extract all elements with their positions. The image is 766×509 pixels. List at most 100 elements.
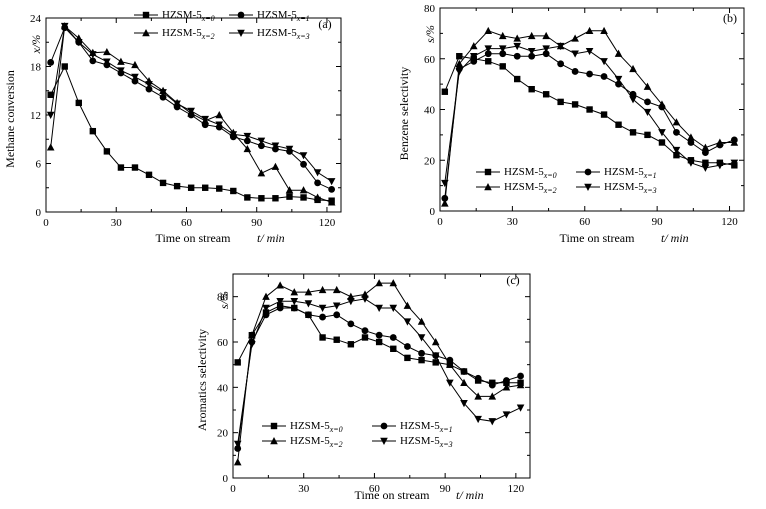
data-point [542, 45, 550, 53]
data-point [474, 392, 482, 400]
data-point [276, 281, 284, 289]
legend-series-subscript: x=0 [543, 171, 557, 180]
data-point [145, 171, 153, 179]
y-tick-label: 20 [217, 428, 229, 440]
series-x=3 [233, 295, 525, 448]
data-point [89, 57, 97, 65]
legend-series-subscript: x=1 [296, 14, 310, 23]
data-point [542, 91, 550, 98]
data-point [271, 142, 280, 150]
data-point [469, 53, 478, 61]
chart-panel-2: 0 30 60 90 120 0 20 40 60 80 Benzene selectivity s/… [397, 3, 745, 245]
x-tick-label: 60 [181, 217, 193, 229]
data-point [672, 146, 681, 155]
data-point [89, 51, 97, 59]
x-tick-label: 120 [508, 483, 525, 495]
y-tick-label: 80 [217, 292, 229, 304]
data-point [502, 411, 511, 419]
data-point [644, 98, 651, 106]
data-point [47, 59, 55, 66]
data-point [542, 50, 550, 58]
data-point [173, 182, 181, 190]
data-point [117, 67, 125, 75]
data-point [687, 133, 695, 141]
y-tick-label: 40 [424, 105, 436, 117]
data-point [585, 26, 594, 35]
data-point [103, 148, 111, 155]
data-point [257, 169, 266, 177]
x-tick-label: 30 [507, 216, 519, 228]
series-x=0 [441, 53, 738, 169]
legend-marker [142, 29, 150, 37]
data-point [300, 194, 307, 201]
data-point [332, 302, 341, 310]
data-point [455, 59, 464, 68]
data-point [131, 77, 139, 85]
legend-entry-label: HZSM-5x=1 [400, 420, 453, 434]
data-point [216, 185, 223, 192]
data-point [460, 400, 468, 408]
data-point [673, 128, 680, 136]
data-point [571, 50, 579, 58]
x-axis-label: Time on stream [156, 231, 232, 245]
y-axis-symbol: s/% [423, 25, 437, 43]
data-point [159, 89, 167, 97]
data-point [60, 22, 69, 31]
data-point [347, 341, 355, 348]
data-point [333, 311, 341, 319]
data-point [629, 129, 637, 136]
data-point [47, 91, 54, 98]
data-point [470, 57, 478, 65]
legend-entry-label: HZSM-5x=3 [257, 27, 310, 41]
data-point [305, 311, 312, 319]
data-point [527, 47, 536, 56]
data-point [290, 304, 298, 312]
data-point [446, 360, 454, 368]
legend-marker [484, 168, 492, 176]
y-axis-label: Aromatics selectivity [195, 329, 209, 431]
data-point [716, 162, 724, 170]
legend-entry-label: HZSM-5x=2 [504, 181, 557, 195]
data-point [248, 341, 256, 349]
data-point [243, 137, 251, 145]
x-tick-label: 0 [43, 217, 49, 229]
legend-entry-label: HZSM-5x=1 [257, 9, 310, 23]
data-point [417, 317, 426, 325]
data-point [271, 162, 280, 170]
legend-entry-label: HZSM-5x=0 [504, 166, 557, 180]
data-point [375, 304, 383, 312]
legend-marker [584, 183, 592, 191]
y-tick-label: 20 [424, 155, 436, 167]
x-tick-label: 0 [230, 483, 236, 495]
data-point [672, 118, 681, 126]
data-point [404, 343, 411, 350]
data-point [527, 31, 536, 40]
data-point [517, 372, 524, 380]
data-point [441, 194, 449, 202]
data-point [234, 359, 241, 366]
data-point [257, 142, 265, 150]
legend-series-name: HZSM-5 [504, 166, 544, 178]
data-point [484, 45, 493, 53]
data-point [300, 160, 307, 168]
legend-series-subscript: x=0 [329, 425, 343, 434]
data-point [513, 52, 521, 60]
data-point [318, 304, 327, 312]
legend-series-subscript: x=0 [201, 14, 215, 23]
legend-entry-label: HZSM-5x=0 [290, 420, 343, 434]
y-tick-label: 60 [217, 337, 229, 349]
data-point [131, 60, 139, 69]
x-axis-symbol: t/ min [456, 488, 484, 502]
data-point [233, 440, 242, 448]
y-axis-symbol: s/% [217, 291, 231, 309]
x-tick-label: 120 [319, 217, 336, 229]
data-point [333, 336, 340, 343]
data-point [319, 313, 326, 321]
data-point [159, 179, 167, 187]
data-point [658, 100, 666, 108]
y-tick-label: 0 [223, 473, 229, 485]
data-point [488, 418, 497, 426]
data-point [431, 338, 440, 346]
